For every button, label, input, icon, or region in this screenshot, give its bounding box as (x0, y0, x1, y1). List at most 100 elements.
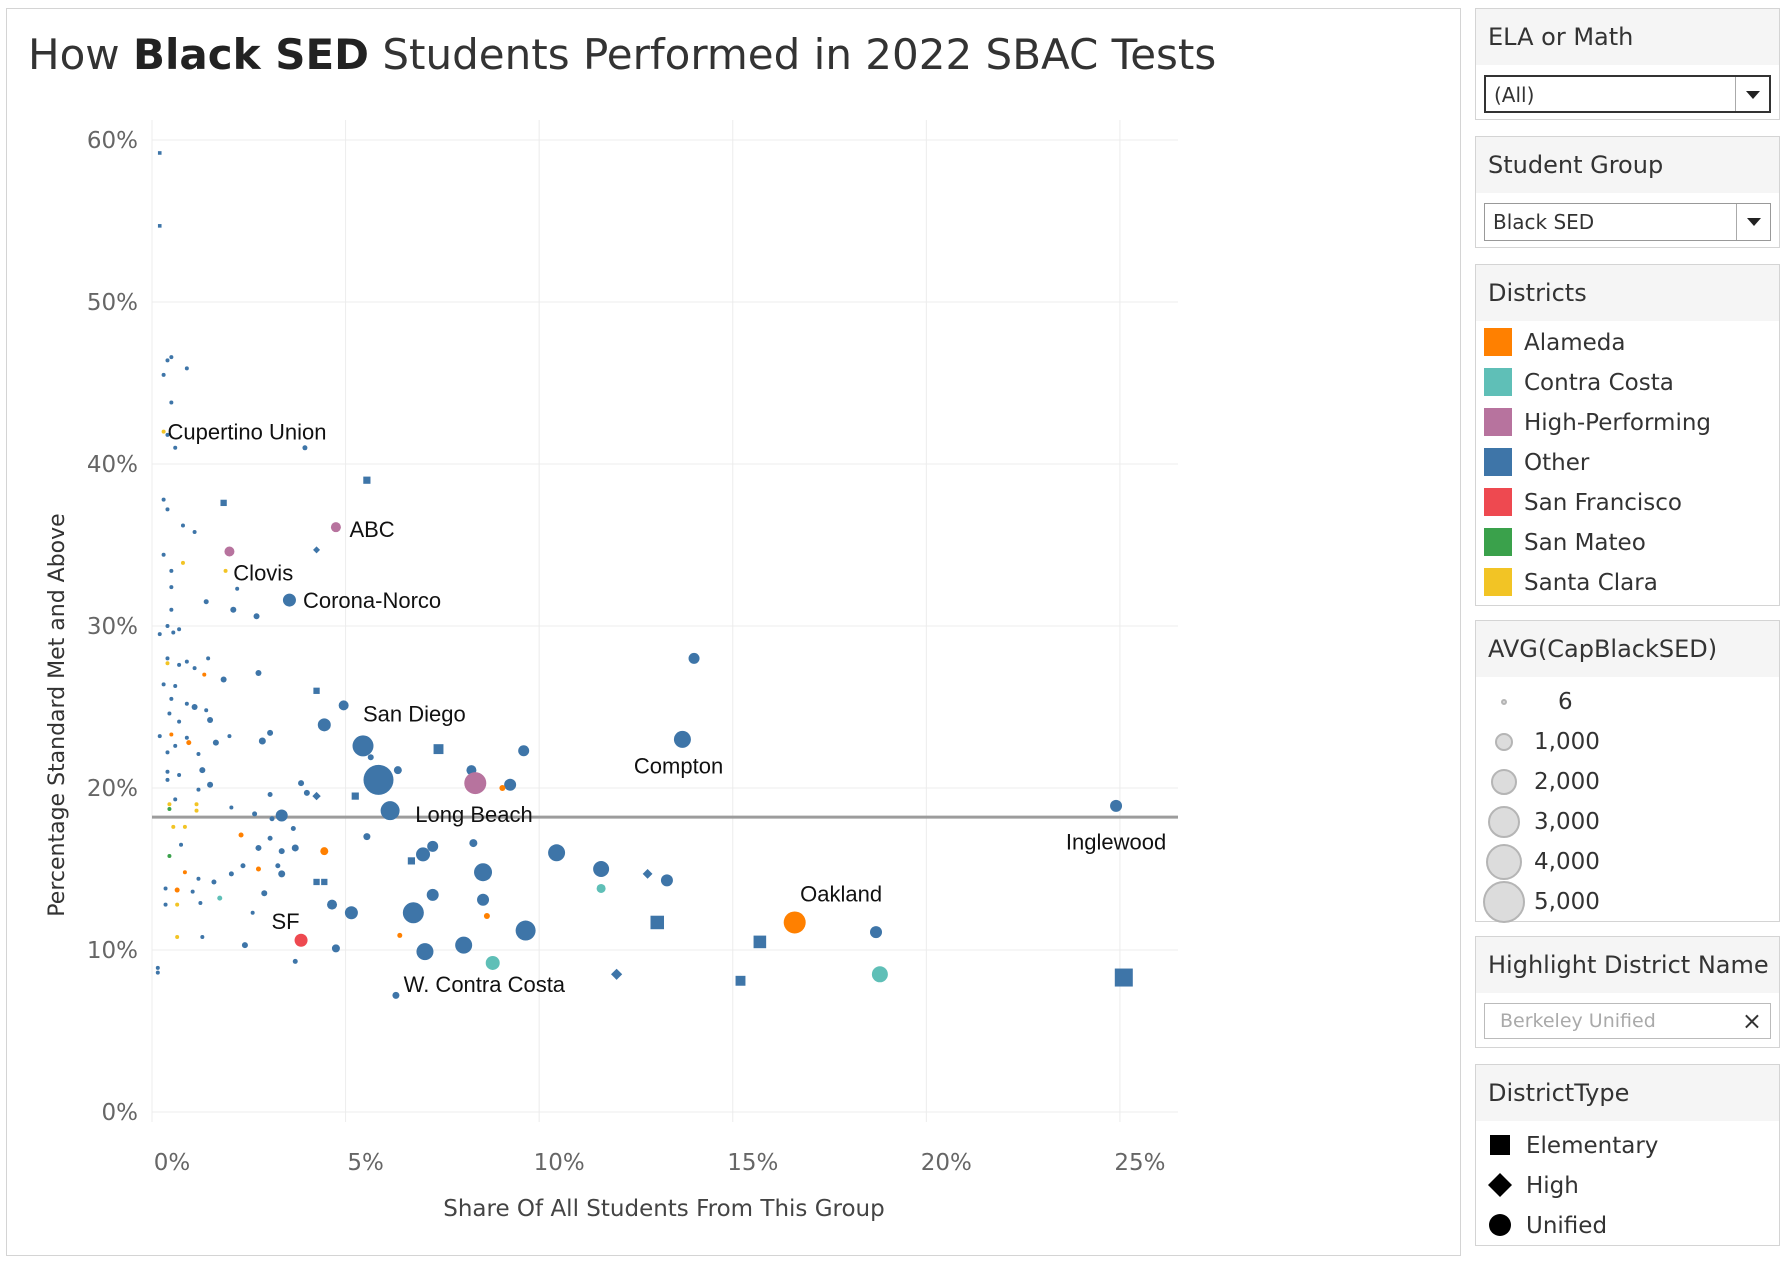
data-point[interactable] (171, 824, 176, 829)
data-point[interactable] (184, 735, 189, 740)
data-point[interactable] (224, 546, 235, 557)
data-point[interactable] (485, 955, 500, 970)
data-point[interactable] (407, 857, 416, 865)
data-point[interactable] (207, 716, 214, 723)
data-point[interactable] (416, 943, 434, 961)
data-point[interactable] (238, 832, 244, 838)
data-point[interactable] (184, 659, 189, 664)
data-point[interactable] (298, 780, 305, 787)
data-point[interactable] (1110, 799, 1123, 812)
data-point[interactable] (165, 432, 170, 437)
data-point[interactable] (161, 682, 166, 687)
data-point[interactable] (182, 870, 187, 875)
data-point[interactable] (206, 656, 211, 661)
data-point[interactable] (157, 632, 162, 637)
data-point[interactable] (163, 886, 168, 891)
data-point[interactable] (351, 792, 359, 800)
data-point[interactable] (363, 476, 371, 484)
data-point[interactable] (173, 445, 178, 450)
data-point[interactable] (194, 802, 199, 807)
data-point[interactable] (327, 899, 338, 910)
data-point[interactable] (474, 863, 493, 882)
data-point[interactable] (191, 704, 198, 710)
data-point[interactable] (165, 750, 170, 755)
district-legend-item[interactable]: Contra Costa (1484, 367, 1674, 399)
data-point[interactable] (426, 888, 439, 901)
data-point[interactable] (165, 769, 170, 774)
district-legend-item[interactable]: San Mateo (1484, 527, 1646, 559)
data-point[interactable] (180, 560, 185, 565)
data-point[interactable] (217, 895, 223, 901)
data-point[interactable] (179, 842, 184, 847)
data-point[interactable] (203, 599, 209, 605)
data-point[interactable] (169, 696, 174, 701)
data-point[interactable] (177, 719, 182, 724)
data-point[interactable] (303, 789, 310, 796)
data-point[interactable] (593, 861, 610, 877)
data-point[interactable] (312, 791, 321, 801)
chevron-down-icon[interactable] (1735, 77, 1769, 111)
data-point[interactable] (171, 630, 176, 635)
data-point[interactable] (186, 740, 192, 746)
data-point[interactable] (165, 661, 170, 666)
data-point[interactable] (196, 787, 201, 792)
data-point[interactable] (161, 552, 166, 557)
data-point[interactable] (660, 874, 673, 887)
data-point[interactable] (291, 844, 299, 852)
data-point[interactable] (167, 802, 172, 807)
data-point[interactable] (393, 766, 402, 775)
data-point[interactable] (673, 730, 691, 748)
chevron-down-icon[interactable] (1736, 204, 1770, 240)
district-legend-item[interactable]: Other (1484, 447, 1589, 479)
data-point[interactable] (515, 920, 536, 941)
data-point[interactable] (198, 901, 203, 906)
data-point[interactable] (688, 652, 700, 664)
data-point[interactable] (220, 676, 227, 683)
data-point[interactable] (313, 546, 321, 554)
data-point[interactable] (173, 797, 178, 802)
student-group-dropdown[interactable]: Black SED (1484, 203, 1771, 241)
data-point[interactable] (363, 764, 394, 795)
data-point[interactable] (294, 933, 308, 947)
data-point[interactable] (380, 801, 400, 821)
data-point[interactable] (155, 970, 160, 975)
data-point[interactable] (177, 773, 182, 778)
data-point[interactable] (427, 840, 439, 852)
data-point[interactable] (165, 507, 170, 512)
data-point[interactable] (184, 701, 189, 706)
data-point[interactable] (167, 854, 172, 859)
data-point[interactable] (261, 890, 268, 897)
district-legend-item[interactable]: Santa Clara (1484, 567, 1658, 599)
data-point[interactable] (433, 744, 444, 755)
data-point[interactable] (870, 926, 883, 939)
data-point[interactable] (169, 732, 174, 737)
data-point[interactable] (157, 734, 162, 739)
data-point[interactable] (161, 429, 166, 434)
data-point[interactable] (240, 863, 246, 869)
data-point[interactable] (167, 711, 172, 716)
data-point[interactable] (220, 499, 227, 507)
data-point[interactable] (196, 876, 201, 881)
data-point[interactable] (255, 866, 261, 872)
data-point[interactable] (229, 805, 234, 810)
data-point[interactable] (455, 936, 473, 954)
data-point[interactable] (250, 910, 255, 915)
data-point[interactable] (169, 568, 174, 573)
data-point[interactable] (157, 224, 162, 228)
data-point[interactable] (173, 683, 178, 688)
data-point[interactable] (416, 847, 431, 862)
district-legend-item[interactable]: Alameda (1484, 327, 1625, 359)
data-point[interactable] (202, 672, 207, 677)
data-point[interactable] (753, 935, 767, 949)
data-point[interactable] (199, 767, 206, 774)
data-point[interactable] (330, 522, 341, 533)
data-point[interactable] (161, 372, 166, 377)
data-point[interactable] (267, 835, 273, 841)
data-point[interactable] (275, 863, 281, 869)
data-point[interactable] (167, 807, 172, 812)
data-point[interactable] (241, 942, 248, 949)
data-point[interactable] (499, 785, 506, 791)
data-point[interactable] (165, 656, 170, 661)
data-point[interactable] (175, 902, 180, 907)
data-point[interactable] (175, 935, 180, 940)
